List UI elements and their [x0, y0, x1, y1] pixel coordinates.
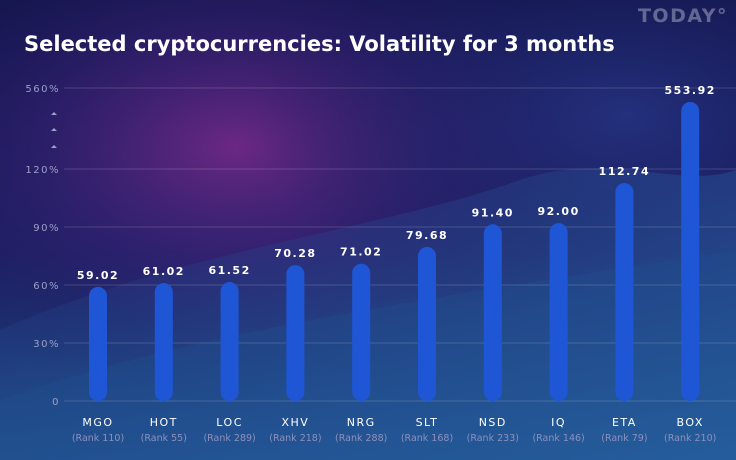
- value-label: 61.02: [143, 265, 185, 278]
- y-tick-label: 120%: [25, 165, 60, 176]
- rank-label: (Rank 288): [335, 433, 387, 444]
- rank-label: (Rank 55): [141, 433, 187, 444]
- category-label: NRG: [347, 416, 376, 429]
- rank-label: (Rank 79): [601, 433, 647, 444]
- bar-eta: [615, 183, 634, 401]
- value-label: 61.52: [208, 264, 250, 277]
- category-label: LOC: [216, 416, 243, 429]
- category-label: MGO: [82, 416, 113, 429]
- value-label: 59.02: [77, 269, 119, 282]
- bar-iq: [549, 223, 568, 401]
- rank-label: (Rank 210): [664, 433, 716, 444]
- bar-mgo: [89, 286, 107, 401]
- value-label: 79.68: [406, 229, 448, 242]
- bar-nrg: [352, 263, 371, 401]
- category-label: SLT: [416, 416, 439, 429]
- rank-label: (Rank 289): [203, 433, 255, 444]
- bar-box: [681, 102, 700, 401]
- value-label: 92.00: [537, 205, 579, 218]
- category-label: XHV: [281, 416, 309, 429]
- axis-break-marker: [51, 112, 57, 115]
- bar-nsd: [483, 224, 502, 401]
- category-label: BOX: [677, 416, 704, 429]
- value-label: 71.02: [340, 246, 382, 259]
- y-tick-label: 60%: [33, 281, 60, 292]
- bar-loc: [220, 282, 239, 401]
- value-label: 91.40: [472, 206, 514, 219]
- y-tick-label: 560%: [25, 84, 60, 95]
- bar-xhv: [286, 265, 305, 401]
- category-label: NSD: [479, 416, 507, 429]
- rank-label: (Rank 146): [532, 433, 584, 444]
- grid-layer: 0 30% 60% 90% 120% 560%: [25, 84, 736, 408]
- value-label: 112.74: [599, 165, 650, 178]
- y-tick-label: 0: [52, 397, 60, 408]
- rank-label: (Rank 110): [72, 433, 124, 444]
- labels-layer: 59.02 MGO (Rank 110) 61.02 HOT (Rank 55) 61.52…: [72, 84, 717, 444]
- y-tick-label: 90%: [33, 223, 60, 234]
- bar-slt: [418, 246, 436, 401]
- rank-label: (Rank 168): [401, 433, 453, 444]
- today-logo: TODAY°: [637, 5, 728, 27]
- axis-break-marker: [51, 145, 57, 148]
- value-label: 553.92: [664, 84, 715, 97]
- category-label: ETA: [612, 416, 637, 429]
- chart-title: Selected cryptocurrencies: Volatility fo…: [24, 32, 615, 56]
- y-tick-label: 30%: [33, 339, 60, 350]
- rank-label: (Rank 218): [269, 433, 321, 444]
- axis-break-markers: [51, 112, 57, 148]
- rank-label: (Rank 233): [467, 433, 519, 444]
- category-label: HOT: [150, 416, 178, 429]
- category-label: IQ: [551, 416, 566, 429]
- value-label: 70.28: [274, 247, 316, 260]
- bars-layer: [89, 102, 700, 401]
- bar-hot: [154, 283, 173, 401]
- axis-break-marker: [51, 128, 57, 131]
